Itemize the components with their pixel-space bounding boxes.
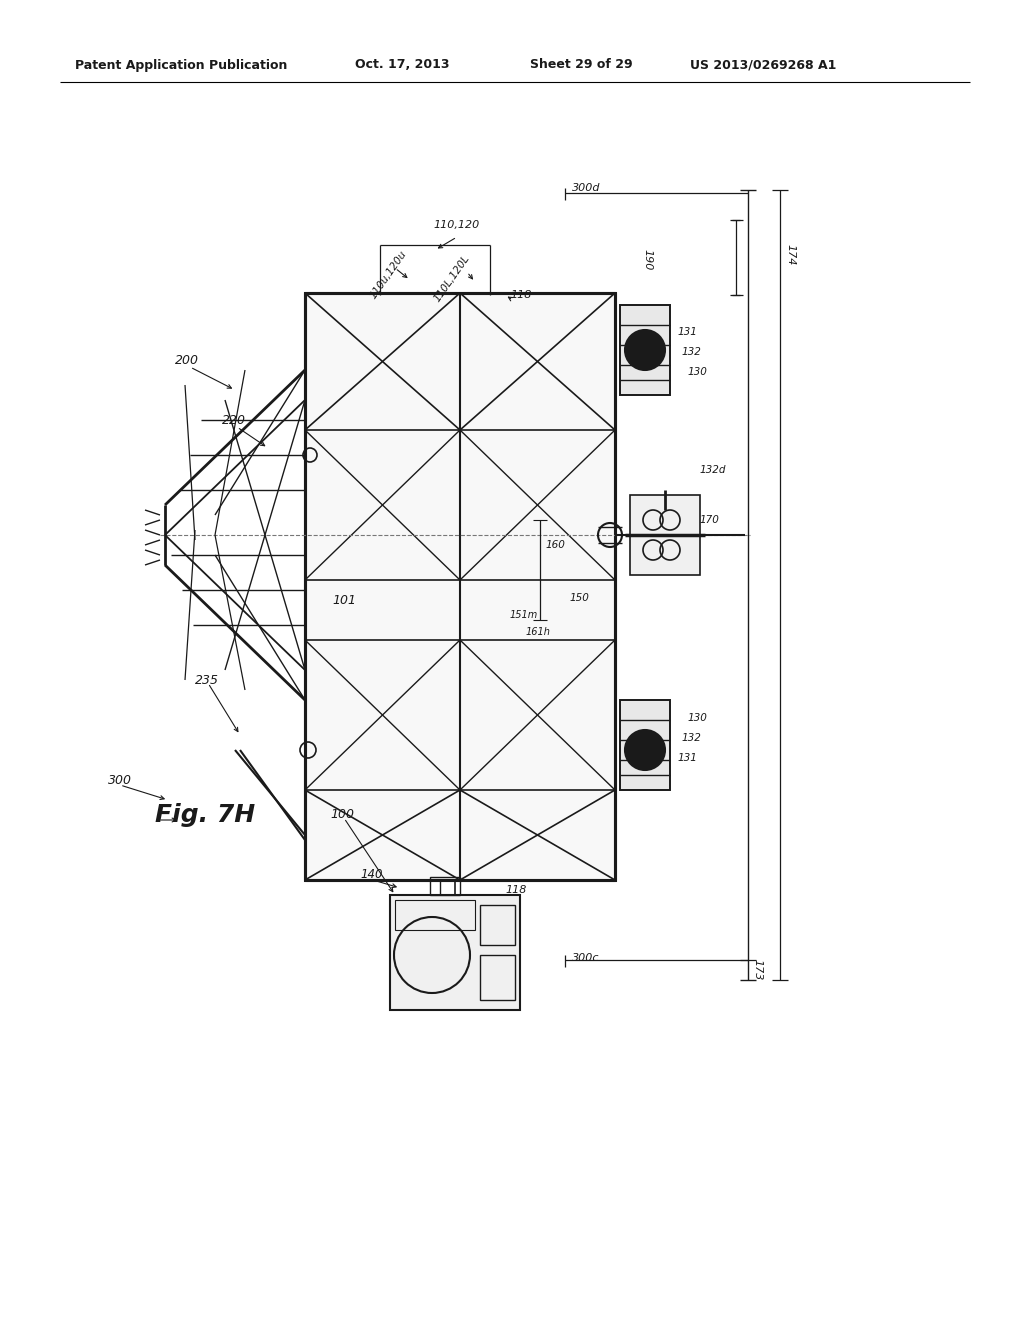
Text: 132: 132 — [682, 347, 701, 356]
Text: 118: 118 — [510, 290, 531, 300]
Text: 110L,120L: 110L,120L — [432, 253, 472, 304]
Bar — [480, 906, 515, 945]
Circle shape — [625, 730, 665, 770]
Text: 110u,120u: 110u,120u — [368, 249, 409, 301]
Text: Sheet 29 of 29: Sheet 29 of 29 — [530, 58, 633, 71]
Text: 100: 100 — [330, 808, 354, 821]
Text: 220: 220 — [222, 413, 246, 426]
Text: 132: 132 — [682, 733, 701, 743]
Bar — [630, 495, 700, 576]
Bar — [480, 954, 515, 1001]
Text: 140: 140 — [360, 869, 383, 882]
Text: 160: 160 — [545, 540, 565, 550]
Text: 131: 131 — [677, 752, 697, 763]
Text: 174: 174 — [785, 244, 795, 265]
Text: Patent Application Publication: Patent Application Publication — [75, 58, 288, 71]
Bar — [395, 900, 475, 931]
Text: 118: 118 — [505, 884, 526, 895]
Text: 130: 130 — [687, 713, 707, 723]
Text: Fig. 7H: Fig. 7H — [155, 803, 255, 828]
Bar — [390, 895, 520, 1010]
Text: 132d: 132d — [700, 465, 726, 475]
Circle shape — [625, 330, 665, 370]
Text: US 2013/0269268 A1: US 2013/0269268 A1 — [690, 58, 837, 71]
Text: 131: 131 — [677, 327, 697, 337]
Text: 170: 170 — [700, 515, 720, 525]
Text: 300: 300 — [108, 774, 132, 787]
Bar — [620, 305, 670, 395]
Text: 130: 130 — [687, 367, 707, 378]
Text: 200: 200 — [175, 354, 199, 367]
Text: 235: 235 — [195, 673, 219, 686]
Text: 101: 101 — [332, 594, 356, 606]
Text: 110,120: 110,120 — [434, 220, 480, 230]
Text: 190: 190 — [642, 249, 652, 271]
Text: 161h: 161h — [525, 627, 550, 638]
Text: 150: 150 — [570, 593, 590, 603]
Text: 300d: 300d — [572, 183, 600, 193]
Text: 173: 173 — [752, 960, 762, 981]
Bar — [620, 700, 670, 789]
Bar — [305, 293, 615, 880]
Text: 300c: 300c — [572, 953, 599, 964]
Text: 151m: 151m — [510, 610, 538, 620]
Text: Oct. 17, 2013: Oct. 17, 2013 — [355, 58, 450, 71]
Bar — [430, 876, 460, 895]
